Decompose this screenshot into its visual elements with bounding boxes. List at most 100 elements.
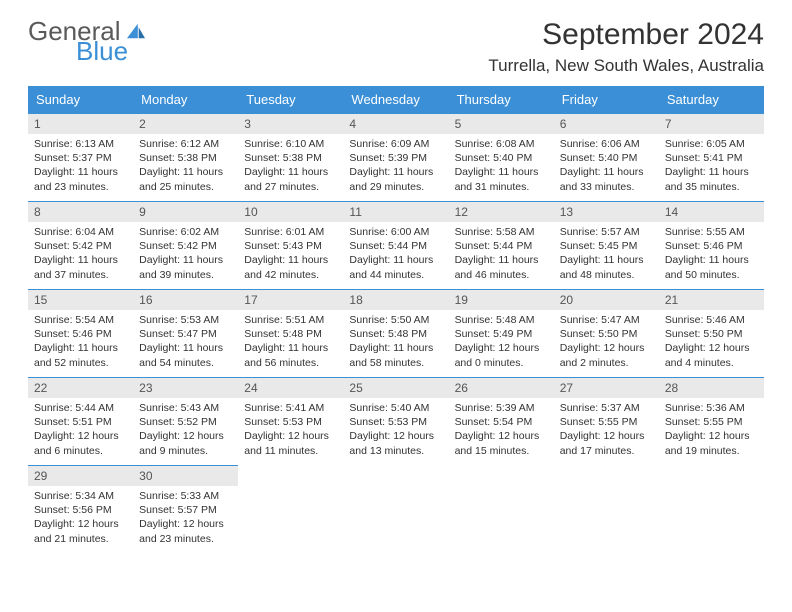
sunrise-line: Sunrise: 5:46 AM <box>665 313 758 327</box>
daylight-line: Daylight: 11 hours and 35 minutes. <box>665 165 758 193</box>
daylight-line: Daylight: 12 hours and 19 minutes. <box>665 429 758 457</box>
sunrise-line: Sunrise: 5:43 AM <box>139 401 232 415</box>
daylight-line: Daylight: 11 hours and 50 minutes. <box>665 253 758 281</box>
daylight-line: Daylight: 11 hours and 23 minutes. <box>34 165 127 193</box>
daylight-line: Daylight: 11 hours and 27 minutes. <box>244 165 337 193</box>
sunrise-line: Sunrise: 5:58 AM <box>455 225 548 239</box>
day-info: Sunrise: 6:00 AMSunset: 5:44 PMDaylight:… <box>343 222 448 288</box>
sunrise-line: Sunrise: 6:09 AM <box>349 137 442 151</box>
weekday-header: Tuesday <box>238 86 343 114</box>
daylight-line: Daylight: 12 hours and 0 minutes. <box>455 341 548 369</box>
daylight-line: Daylight: 11 hours and 39 minutes. <box>139 253 232 281</box>
sunrise-line: Sunrise: 5:33 AM <box>139 489 232 503</box>
day-info: Sunrise: 6:02 AMSunset: 5:42 PMDaylight:… <box>133 222 238 288</box>
sunset-line: Sunset: 5:56 PM <box>34 503 127 517</box>
sunrise-line: Sunrise: 5:40 AM <box>349 401 442 415</box>
logo: General Blue <box>28 18 147 64</box>
day-number: 18 <box>343 290 448 310</box>
calendar-cell: 23Sunrise: 5:43 AMSunset: 5:52 PMDayligh… <box>133 378 238 466</box>
day-info: Sunrise: 5:57 AMSunset: 5:45 PMDaylight:… <box>554 222 659 288</box>
weekday-header: Thursday <box>449 86 554 114</box>
daylight-line: Daylight: 11 hours and 42 minutes. <box>244 253 337 281</box>
daylight-line: Daylight: 12 hours and 23 minutes. <box>139 517 232 545</box>
daylight-line: Daylight: 11 hours and 54 minutes. <box>139 341 232 369</box>
sunset-line: Sunset: 5:50 PM <box>665 327 758 341</box>
calendar-cell: 4Sunrise: 6:09 AMSunset: 5:39 PMDaylight… <box>343 114 448 202</box>
day-info: Sunrise: 5:37 AMSunset: 5:55 PMDaylight:… <box>554 398 659 464</box>
sunrise-line: Sunrise: 5:39 AM <box>455 401 548 415</box>
sunrise-line: Sunrise: 6:10 AM <box>244 137 337 151</box>
day-number: 11 <box>343 202 448 222</box>
daylight-line: Daylight: 11 hours and 29 minutes. <box>349 165 442 193</box>
day-number: 1 <box>28 114 133 134</box>
calendar-cell: 25Sunrise: 5:40 AMSunset: 5:53 PMDayligh… <box>343 378 448 466</box>
day-info: Sunrise: 6:06 AMSunset: 5:40 PMDaylight:… <box>554 134 659 200</box>
sunset-line: Sunset: 5:40 PM <box>455 151 548 165</box>
sunset-line: Sunset: 5:41 PM <box>665 151 758 165</box>
sunrise-line: Sunrise: 6:12 AM <box>139 137 232 151</box>
day-number: 14 <box>659 202 764 222</box>
day-info: Sunrise: 6:05 AMSunset: 5:41 PMDaylight:… <box>659 134 764 200</box>
calendar-cell: 20Sunrise: 5:47 AMSunset: 5:50 PMDayligh… <box>554 290 659 378</box>
weekday-header: Wednesday <box>343 86 448 114</box>
sunset-line: Sunset: 5:51 PM <box>34 415 127 429</box>
day-info: Sunrise: 6:08 AMSunset: 5:40 PMDaylight:… <box>449 134 554 200</box>
sunset-line: Sunset: 5:45 PM <box>560 239 653 253</box>
sunrise-line: Sunrise: 5:48 AM <box>455 313 548 327</box>
sunset-line: Sunset: 5:50 PM <box>560 327 653 341</box>
sunrise-line: Sunrise: 6:06 AM <box>560 137 653 151</box>
day-info: Sunrise: 6:04 AMSunset: 5:42 PMDaylight:… <box>28 222 133 288</box>
calendar-table: Sunday Monday Tuesday Wednesday Thursday… <box>28 86 764 554</box>
day-number: 7 <box>659 114 764 134</box>
sunset-line: Sunset: 5:38 PM <box>244 151 337 165</box>
sunrise-line: Sunrise: 6:00 AM <box>349 225 442 239</box>
sunrise-line: Sunrise: 6:04 AM <box>34 225 127 239</box>
daylight-line: Daylight: 12 hours and 11 minutes. <box>244 429 337 457</box>
calendar-row: 8Sunrise: 6:04 AMSunset: 5:42 PMDaylight… <box>28 202 764 290</box>
calendar-row: 15Sunrise: 5:54 AMSunset: 5:46 PMDayligh… <box>28 290 764 378</box>
calendar-cell: 12Sunrise: 5:58 AMSunset: 5:44 PMDayligh… <box>449 202 554 290</box>
sunset-line: Sunset: 5:43 PM <box>244 239 337 253</box>
weekday-header: Sunday <box>28 86 133 114</box>
day-info: Sunrise: 6:09 AMSunset: 5:39 PMDaylight:… <box>343 134 448 200</box>
day-number: 6 <box>554 114 659 134</box>
calendar-cell: 9Sunrise: 6:02 AMSunset: 5:42 PMDaylight… <box>133 202 238 290</box>
sunset-line: Sunset: 5:40 PM <box>560 151 653 165</box>
sunset-line: Sunset: 5:42 PM <box>34 239 127 253</box>
sunset-line: Sunset: 5:57 PM <box>139 503 232 517</box>
day-info: Sunrise: 5:43 AMSunset: 5:52 PMDaylight:… <box>133 398 238 464</box>
day-number: 23 <box>133 378 238 398</box>
calendar-cell: 8Sunrise: 6:04 AMSunset: 5:42 PMDaylight… <box>28 202 133 290</box>
sunrise-line: Sunrise: 5:44 AM <box>34 401 127 415</box>
day-info: Sunrise: 5:36 AMSunset: 5:55 PMDaylight:… <box>659 398 764 464</box>
calendar-cell: 13Sunrise: 5:57 AMSunset: 5:45 PMDayligh… <box>554 202 659 290</box>
day-number: 9 <box>133 202 238 222</box>
calendar-cell: 5Sunrise: 6:08 AMSunset: 5:40 PMDaylight… <box>449 114 554 202</box>
day-number: 19 <box>449 290 554 310</box>
day-info: Sunrise: 5:50 AMSunset: 5:48 PMDaylight:… <box>343 310 448 376</box>
calendar-cell: 15Sunrise: 5:54 AMSunset: 5:46 PMDayligh… <box>28 290 133 378</box>
calendar-cell: 19Sunrise: 5:48 AMSunset: 5:49 PMDayligh… <box>449 290 554 378</box>
calendar-cell: 7Sunrise: 6:05 AMSunset: 5:41 PMDaylight… <box>659 114 764 202</box>
weekday-header: Saturday <box>659 86 764 114</box>
daylight-line: Daylight: 11 hours and 44 minutes. <box>349 253 442 281</box>
calendar-cell: 28Sunrise: 5:36 AMSunset: 5:55 PMDayligh… <box>659 378 764 466</box>
sunrise-line: Sunrise: 5:53 AM <box>139 313 232 327</box>
location: Turrella, New South Wales, Australia <box>488 56 764 76</box>
calendar-cell: 14Sunrise: 5:55 AMSunset: 5:46 PMDayligh… <box>659 202 764 290</box>
day-number: 16 <box>133 290 238 310</box>
day-info: Sunrise: 5:55 AMSunset: 5:46 PMDaylight:… <box>659 222 764 288</box>
day-number: 17 <box>238 290 343 310</box>
day-info: Sunrise: 6:12 AMSunset: 5:38 PMDaylight:… <box>133 134 238 200</box>
sunset-line: Sunset: 5:48 PM <box>244 327 337 341</box>
sunset-line: Sunset: 5:55 PM <box>665 415 758 429</box>
sunset-line: Sunset: 5:38 PM <box>139 151 232 165</box>
sunrise-line: Sunrise: 6:02 AM <box>139 225 232 239</box>
calendar-cell: 10Sunrise: 6:01 AMSunset: 5:43 PMDayligh… <box>238 202 343 290</box>
daylight-line: Daylight: 12 hours and 6 minutes. <box>34 429 127 457</box>
daylight-line: Daylight: 12 hours and 21 minutes. <box>34 517 127 545</box>
sunrise-line: Sunrise: 5:57 AM <box>560 225 653 239</box>
logo-text-blue: Blue <box>76 38 147 64</box>
calendar-cell: 11Sunrise: 6:00 AMSunset: 5:44 PMDayligh… <box>343 202 448 290</box>
calendar-cell <box>449 466 554 554</box>
